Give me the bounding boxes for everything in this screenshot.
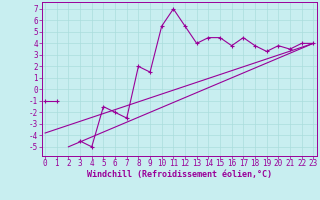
X-axis label: Windchill (Refroidissement éolien,°C): Windchill (Refroidissement éolien,°C) [87,170,272,179]
